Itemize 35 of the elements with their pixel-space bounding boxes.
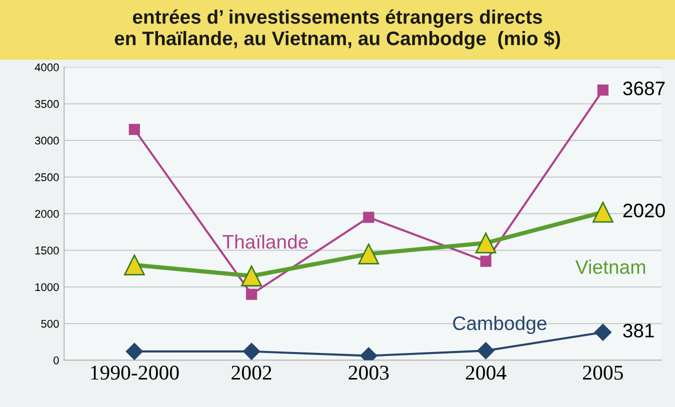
series-label: Cambodge <box>453 316 546 334</box>
series-label: Vietnam <box>575 260 646 274</box>
point <box>358 244 380 264</box>
point <box>241 266 262 286</box>
x-tick-label: 1990-2000 <box>91 366 179 380</box>
y-tick-label: 3500 <box>34 100 59 108</box>
series-label: Thaïlande <box>222 234 308 249</box>
y-tick-label: 0 <box>54 356 59 364</box>
y-tick-label: 1500 <box>35 246 59 254</box>
y-tick-label: 2000 <box>35 210 59 218</box>
y-tick-label: 2500 <box>35 173 59 182</box>
y-tick-label: 3000 <box>34 136 59 145</box>
point <box>126 342 143 360</box>
x-tick-label: 2004 <box>466 366 506 380</box>
data-label: 2020 <box>623 204 665 218</box>
y-tick-label: 500 <box>41 320 59 328</box>
point <box>477 342 494 360</box>
point <box>594 324 612 341</box>
x-tick-label: 2002 <box>232 366 272 380</box>
point <box>475 232 496 254</box>
point <box>480 256 492 267</box>
data-label: 3687 <box>623 82 665 96</box>
point <box>246 288 258 300</box>
data-label: 381 <box>623 324 654 338</box>
point <box>128 124 140 135</box>
point <box>597 84 608 96</box>
point <box>363 212 374 223</box>
point <box>592 202 614 223</box>
point <box>242 342 260 360</box>
point <box>124 254 145 276</box>
chart-title: entrées d’ investissements étrangers directs en Thaïlande, au Vietnam, au Cambodge (mio $) <box>114 9 560 50</box>
y-tick-label: 1000 <box>35 283 59 292</box>
x-tick-label: 2003 <box>348 366 389 380</box>
x-tick-label: 2005 <box>583 366 623 380</box>
y-tick-label: 4000 <box>34 63 59 72</box>
